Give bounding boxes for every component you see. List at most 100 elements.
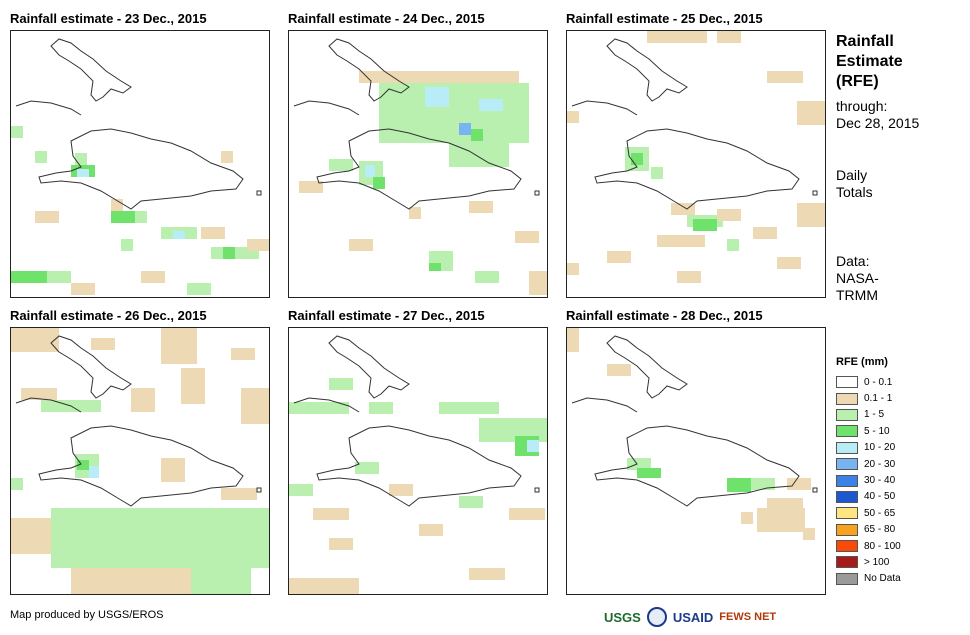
rain-cell: [111, 211, 135, 223]
rainfall-map-2: [288, 30, 548, 298]
rain-cell: [221, 151, 233, 163]
legend-item: 1 - 5: [836, 407, 946, 423]
rain-cell: [191, 568, 251, 594]
rain-cell: [527, 440, 539, 452]
rain-cell: [727, 478, 751, 492]
rain-cell: [459, 123, 471, 135]
rain-cell: [767, 71, 803, 83]
hispaniola-outline: [38, 128, 244, 210]
through-label: through:: [836, 98, 888, 114]
rain-cell: [439, 402, 499, 414]
rain-cell: [717, 209, 741, 221]
rain-cell: [173, 231, 185, 239]
coastline-outline: [15, 335, 262, 507]
rain-cell: [657, 235, 705, 247]
rain-cell: [787, 478, 811, 490]
rain-cell: [289, 484, 313, 496]
rain-cell: [221, 488, 257, 500]
rain-cell: [515, 231, 539, 243]
legend-item: 0 - 0.1: [836, 374, 946, 390]
rain-cell: [671, 203, 695, 215]
rain-cells: [299, 71, 547, 295]
legend-swatch: [836, 523, 858, 536]
rain-cell: [47, 271, 71, 283]
rain-cell: [329, 378, 353, 390]
rain-cell: [77, 169, 89, 177]
rain-cell: [161, 328, 197, 364]
legend-item: 80 - 100: [836, 538, 946, 554]
rain-cell: [379, 83, 529, 143]
seal-icon: [646, 607, 667, 627]
rain-cell: [607, 364, 631, 376]
through-value: Dec 28, 2015: [836, 115, 920, 131]
panel-title-6: Rainfall estimate - 28 Dec., 2015: [566, 308, 763, 323]
island-outline: [534, 190, 540, 196]
legend-swatch: [836, 556, 858, 569]
coastline-outline: [15, 38, 262, 210]
rain-cell: [201, 227, 225, 239]
legend-label: 0.1 - 1: [864, 393, 893, 405]
rain-cell: [741, 512, 753, 524]
legend-item: 10 - 20: [836, 440, 946, 456]
partner-logos: USGS USAID FEWS NET: [604, 604, 826, 630]
rain-cell: [567, 111, 579, 123]
rain-cell: [469, 201, 493, 213]
rain-cell: [289, 402, 349, 414]
rain-cell: [247, 239, 269, 251]
bahamas-outline: [606, 38, 688, 102]
bahamas-outline: [50, 335, 132, 399]
rain-cell: [509, 508, 545, 520]
legend-label: 20 - 30: [864, 458, 896, 470]
coastline-outline: [293, 335, 540, 507]
product-title-line: Rainfall: [836, 33, 894, 50]
product-title: Rainfall Estimate (RFE): [836, 32, 903, 92]
hispaniola-outline: [38, 425, 244, 507]
rainfall-map-4: [10, 327, 270, 595]
rain-cell: [241, 388, 269, 424]
rain-cell: [89, 466, 99, 478]
rain-cell: [751, 478, 775, 490]
rain-cell: [717, 31, 741, 43]
totals-label: Daily Totals: [836, 167, 873, 201]
rain-cell: [77, 460, 89, 470]
rain-cell: [647, 31, 707, 43]
rain-cell: [567, 263, 579, 275]
bahamas-outline: [606, 335, 688, 399]
rainfall-map-3: [566, 30, 826, 298]
legend-label: 80 - 100: [864, 540, 901, 552]
rain-cell: [355, 462, 379, 474]
rain-cell: [11, 518, 51, 554]
rain-cell: [11, 271, 47, 283]
legend-label: > 100: [864, 556, 890, 568]
rain-cell: [71, 283, 95, 295]
rainfall-map-5-svg: [289, 335, 547, 594]
cuba-outline: [15, 100, 82, 116]
rainfall-map-6: [566, 327, 826, 595]
data-source-line: TRMM: [836, 287, 878, 303]
legend-item: No Data: [836, 571, 946, 587]
rain-cell: [425, 87, 449, 107]
cuba-outline: [571, 397, 638, 413]
rain-cell: [141, 271, 165, 283]
rain-cell: [365, 165, 375, 177]
data-source: Data: NASA- TRMM: [836, 253, 879, 304]
panel-title-1: Rainfall estimate - 23 Dec., 2015: [10, 11, 207, 26]
rain-cell: [11, 126, 23, 138]
legend-swatch: [836, 572, 858, 585]
legend-title: RFE (mm): [836, 356, 888, 368]
rain-cell: [693, 219, 717, 231]
legend-label: 5 - 10: [864, 425, 890, 437]
data-source-line: NASA-: [836, 270, 879, 286]
legend-label: 40 - 50: [864, 491, 896, 503]
rain-cell: [677, 271, 701, 283]
legend-item: 20 - 30: [836, 456, 946, 472]
cuba-outline: [293, 397, 360, 413]
usaid-logo-text: USAID: [672, 609, 714, 625]
rain-cell: [389, 484, 413, 496]
rainfall-map-4-svg: [11, 328, 269, 594]
legend-swatch: [836, 425, 858, 438]
legend-item: 5 - 10: [836, 423, 946, 439]
rain-cells: [567, 31, 825, 283]
rain-cell: [529, 271, 547, 295]
rain-cell: [753, 227, 777, 239]
